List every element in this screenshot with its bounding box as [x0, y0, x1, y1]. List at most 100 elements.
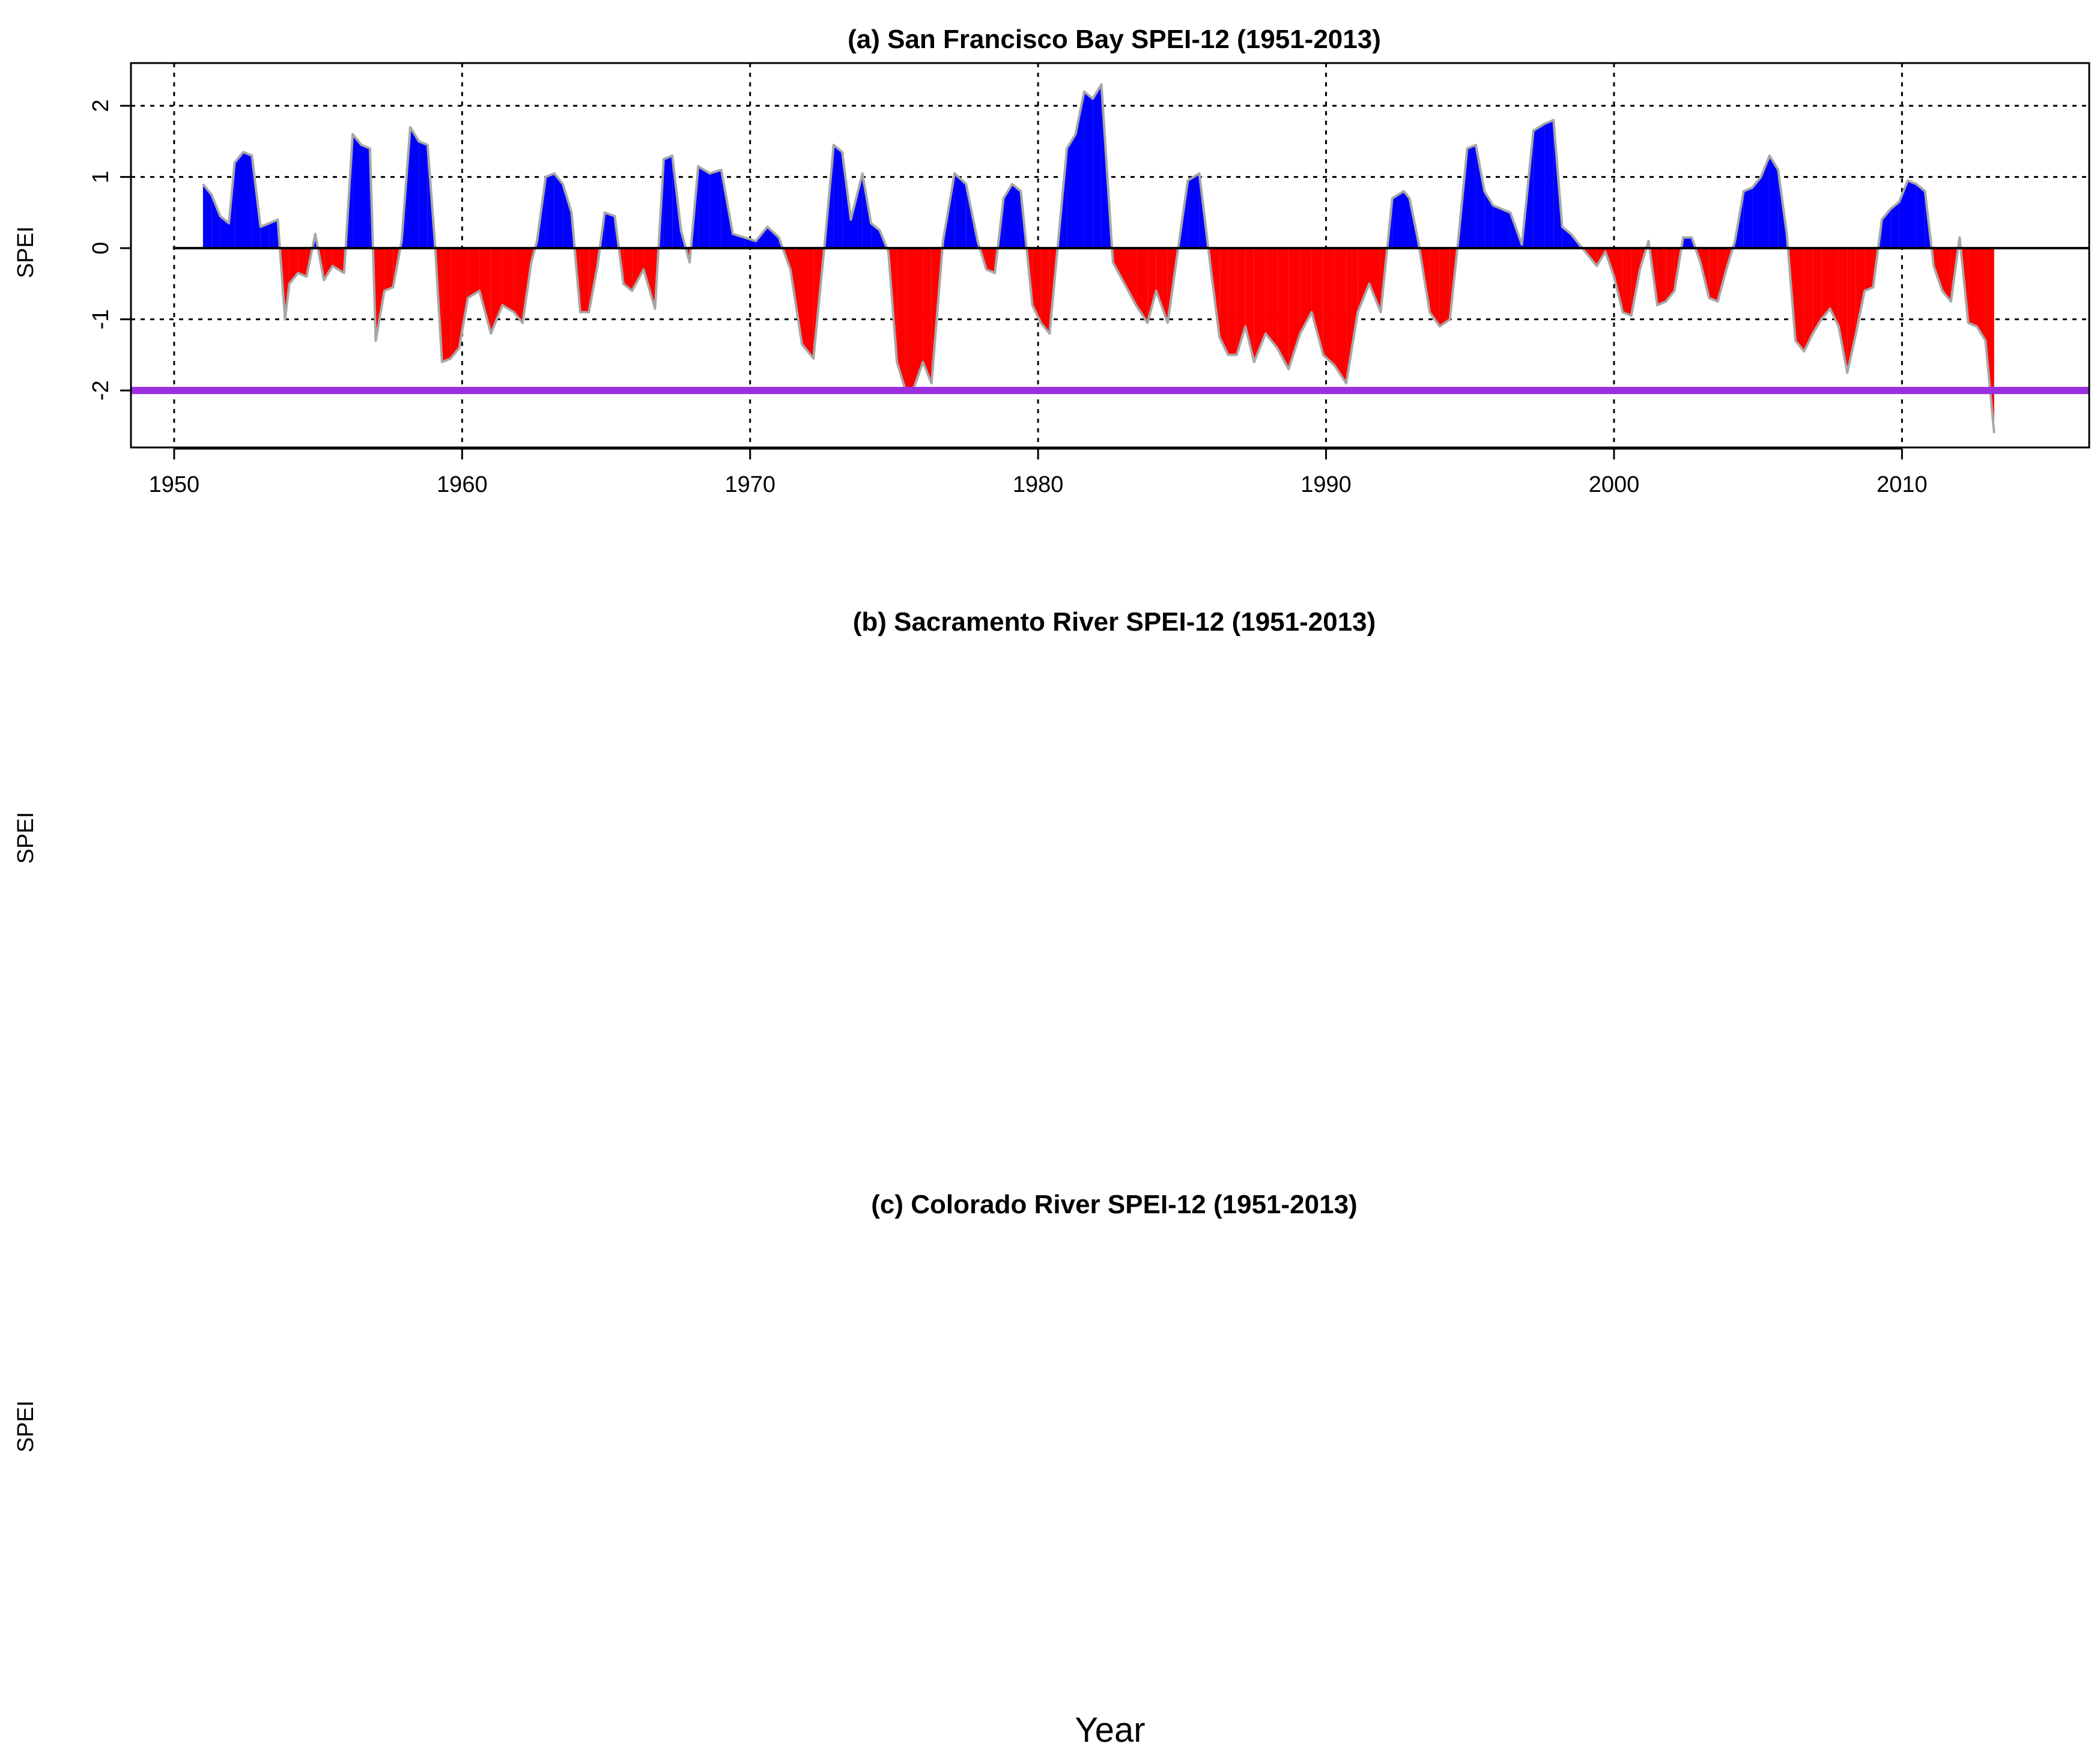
panel-a-area-segment: [905, 248, 914, 391]
panel-a-area-segment: [1968, 248, 1977, 327]
panel-a-area-segment: [914, 248, 923, 387]
panel-a-area-segment: [1942, 248, 1951, 302]
panel-a-area-segment: [220, 216, 229, 249]
panel-a-x-tick-label: 1970: [724, 472, 775, 497]
panel-a-area-segment: [1012, 184, 1021, 249]
panel-a-area-segment: [1236, 248, 1246, 355]
panel-a-area-segment: [1093, 84, 1102, 249]
panel-a-area-segment: [419, 141, 428, 249]
panel-a-area-segment: [923, 248, 932, 384]
panel-a-area-segment: [243, 152, 252, 249]
panel-a-area-segment: [1147, 248, 1156, 323]
panel-a-area-segment: [1467, 145, 1476, 249]
panel-a-area-segment: [1743, 187, 1753, 249]
panel-a-axes: 2 1 0 -1 -2 1950 1960 1970 1980 1990 2000 2010: [88, 62, 2090, 497]
panel-a-area-segment: [1392, 191, 1404, 249]
panel-a-area-segment: [802, 248, 814, 359]
panel-a-area-segment: [298, 248, 307, 277]
panel-a-area-segment: [1323, 248, 1335, 366]
panel-a-y-tick-label: 2: [88, 100, 114, 112]
panel-a-area-segment: [1475, 145, 1485, 249]
panel-a-reference-lines: [131, 247, 2089, 395]
panel-a-area-segment: [1761, 156, 1770, 249]
panel-a-area-segment: [1067, 134, 1076, 249]
panel-a-area-segment: [580, 248, 589, 312]
panel-a-area-segment: [324, 248, 333, 280]
panel-a-area-segment: [1804, 248, 1813, 351]
panel-a-area-segment: [698, 166, 710, 249]
panel-a-area-segment: [1334, 248, 1347, 384]
panel-a-y-label: SPEI: [13, 226, 38, 279]
panel-a-area-segment: [1404, 191, 1410, 249]
panel-a-area-segment: [833, 145, 843, 249]
panel-a-area-segment: [1075, 91, 1084, 249]
panel-a-area-segment: [1346, 248, 1358, 384]
panel-a-area-segment: [554, 173, 563, 249]
panel-a-area-segment: [986, 248, 995, 273]
panel-a-y-tick-label: -2: [88, 380, 114, 401]
panel-a-area-segment: [1484, 191, 1493, 249]
panel-a-x-tick-label: 2010: [1877, 472, 1928, 497]
panel-a-area-segment: [442, 248, 451, 362]
panel-a-area-segment: [467, 248, 480, 299]
panel-a-area-segment: [1821, 248, 1830, 320]
panel-b-title: (b) Sacramento River SPEI-12 (1951-2013): [853, 607, 1376, 637]
panel-a-area-segment: [604, 212, 615, 249]
panel-a-area-segment: [767, 226, 779, 249]
panel-a-area-segment: [202, 184, 212, 249]
panel-a-area-segment: [369, 148, 373, 249]
panel-a-area-segment: [1084, 91, 1093, 249]
panel-a-area-segment: [1112, 248, 1124, 284]
panel-a-x-tick-label: 1980: [1013, 472, 1064, 497]
panel-a-area-segment: [563, 184, 572, 249]
panel-a-y-tick-label: -1: [88, 309, 114, 330]
panel-a-area-segment: [502, 248, 514, 312]
panel-a-area-segment: [211, 195, 220, 249]
panel-a-area-segment: [1666, 248, 1675, 302]
panel-a-x-tick-label: 2000: [1589, 472, 1640, 497]
panel-a-area-segment: [479, 248, 491, 334]
panel-a-area-segment: [1890, 202, 1899, 249]
panel-a-area-segment: [1908, 180, 1917, 249]
panel-a-area-segment: [1934, 248, 1943, 291]
panel-a-area-segment: [410, 127, 419, 249]
panel-a-line: [202, 83, 1995, 434]
panel-a-area-segment: [1493, 205, 1502, 249]
panel-a-area-segment: [1683, 237, 1692, 249]
panel-a-area-segment: [1439, 248, 1450, 327]
panel-a-area-segment: [375, 248, 384, 341]
panel-a-area-segment: [663, 156, 673, 249]
panel-a-area-segment: [851, 173, 863, 249]
panel-a-area-segment: [1502, 209, 1511, 249]
panel-a-area-segment: [1830, 248, 1839, 327]
panel-c: (c) Colorado River SPEI-12 (1951-2013) S…: [13, 1190, 1358, 1452]
x-axis-title: Year: [1075, 1711, 1145, 1750]
panel-a-area-segment: [353, 134, 362, 249]
panel-a-area-segment: [1311, 248, 1323, 355]
panel-a-area-segment: [1430, 248, 1440, 327]
panel-a-area-segment: [1622, 248, 1631, 316]
panel-a-area-segment: [1277, 248, 1289, 369]
panel-a-area-segment: [384, 248, 393, 291]
panel-a-x-tick-label: 1960: [437, 472, 488, 497]
panel-a-area-segment: [1136, 248, 1148, 323]
panel-a-area-segment: [1300, 248, 1312, 334]
panel-a-area-segment: [1533, 123, 1545, 249]
panel-a-area-segment: [1358, 248, 1370, 312]
panel-a-area-segment: [260, 223, 270, 249]
panel-a-area-segment: [269, 219, 278, 249]
panel-a-area-segment: [1916, 184, 1925, 249]
panel-a-area-segment: [623, 248, 633, 291]
panel-b: (b) Sacramento River SPEI-12 (1951-2013)…: [13, 607, 1376, 864]
panel-a-area-segment: [234, 152, 243, 249]
panel-b-y-label: SPEI: [13, 812, 38, 864]
panel-a-x-tick-label: 1990: [1300, 472, 1352, 497]
panel-a-area-segment: [1856, 248, 1865, 334]
panel-a-area-segment: [1124, 248, 1136, 305]
panel-a-area-segment: [1369, 248, 1381, 312]
panel-a-area-segment: [1812, 248, 1822, 334]
panel-a-area-segment: [1838, 248, 1848, 373]
panel-a-area-segment: [1188, 173, 1200, 249]
panel-a-area-segment: [643, 248, 655, 309]
panel-a-area-segment: [1795, 248, 1804, 351]
